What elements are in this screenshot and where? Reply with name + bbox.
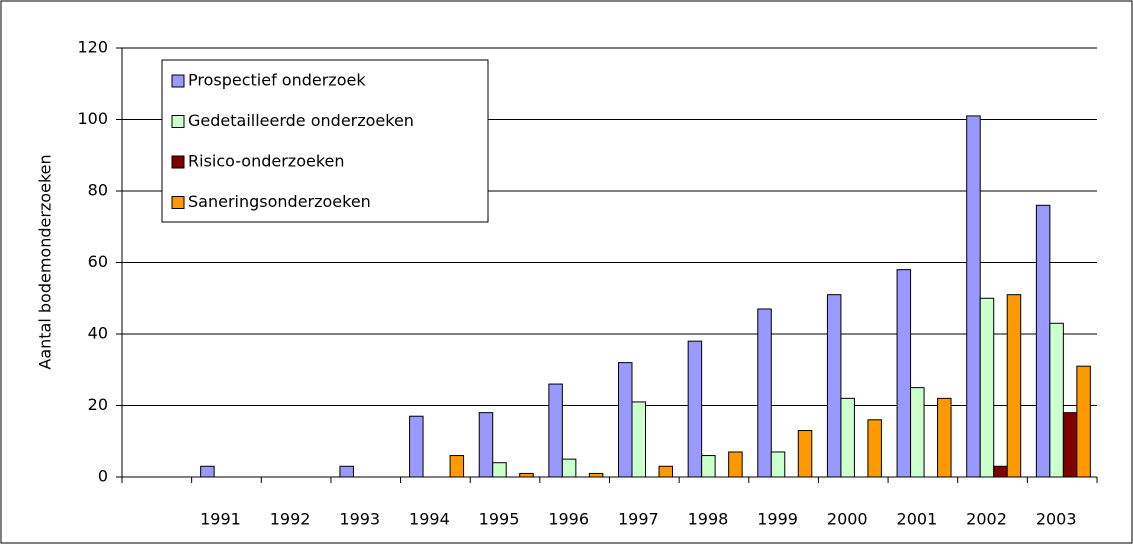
- bar: [826, 294, 842, 478]
- bar: [757, 308, 772, 478]
- legend-label: Gedetailleerde onderzoeken: [188, 111, 414, 130]
- bar: [1049, 322, 1064, 478]
- bar: [1006, 294, 1022, 478]
- legend-label: Saneringsonderzoeken: [188, 192, 371, 211]
- bar: [200, 465, 215, 478]
- bar: [588, 472, 604, 478]
- x-tick-label: 1998: [688, 510, 729, 529]
- legend-swatch: [171, 196, 185, 209]
- legend-swatch: [171, 74, 185, 88]
- bar: [966, 115, 981, 478]
- bar: [561, 458, 577, 478]
- y-tick-label: 60: [88, 252, 108, 271]
- legend-label: Risico-onderzoeken: [188, 152, 345, 171]
- y-tick-label: 20: [88, 395, 108, 414]
- bar: [701, 455, 716, 478]
- x-tick-label: 1993: [339, 510, 380, 529]
- y-tick-label: 40: [88, 324, 108, 343]
- bar: [1062, 412, 1078, 478]
- bar: [631, 401, 646, 478]
- bar: [449, 455, 465, 478]
- legend-swatch: [171, 155, 185, 169]
- x-tick-label: 1991: [200, 510, 241, 529]
- bar: [519, 472, 534, 478]
- bar: [548, 383, 563, 478]
- y-tick-label: 100: [77, 109, 108, 128]
- x-tick-label: 1994: [409, 510, 450, 529]
- bar: [867, 419, 882, 478]
- bar: [658, 465, 673, 478]
- x-tick-label: 1997: [618, 510, 659, 529]
- bar: [937, 397, 952, 478]
- bar: [797, 430, 813, 478]
- legend-label: Prospectief onderzoek: [188, 71, 366, 90]
- x-tick-label: 1992: [270, 510, 311, 529]
- x-tick-label: 2003: [1036, 510, 1077, 529]
- y-tick-label: 80: [88, 181, 108, 200]
- bar: [728, 451, 743, 478]
- bar: [840, 397, 855, 478]
- bar: [478, 412, 494, 478]
- legend-swatch: [171, 115, 185, 128]
- bar: [910, 387, 925, 478]
- x-tick-label: 1996: [548, 510, 589, 529]
- bar: [687, 340, 703, 478]
- x-tick-label: 2001: [897, 510, 938, 529]
- bar: [492, 462, 507, 478]
- bar: [1076, 365, 1091, 478]
- x-tick-label: 1995: [479, 510, 520, 529]
- bar: [618, 362, 633, 478]
- bar: [979, 297, 995, 478]
- x-tick-label: 1999: [757, 510, 798, 529]
- bar: [993, 465, 1008, 478]
- x-tick-label: 2002: [966, 510, 1007, 529]
- bar: [409, 415, 424, 478]
- bar: [339, 465, 354, 478]
- legend-box: [161, 59, 489, 223]
- y-axis-label: Aantal bodemonderzoeken: [36, 154, 55, 369]
- x-tick-label: 2000: [827, 510, 868, 529]
- bar: [770, 451, 786, 478]
- y-tick-label: 0: [98, 467, 108, 486]
- y-tick-label: 120: [77, 38, 108, 57]
- bar: [1035, 204, 1051, 478]
- bar: [896, 269, 912, 478]
